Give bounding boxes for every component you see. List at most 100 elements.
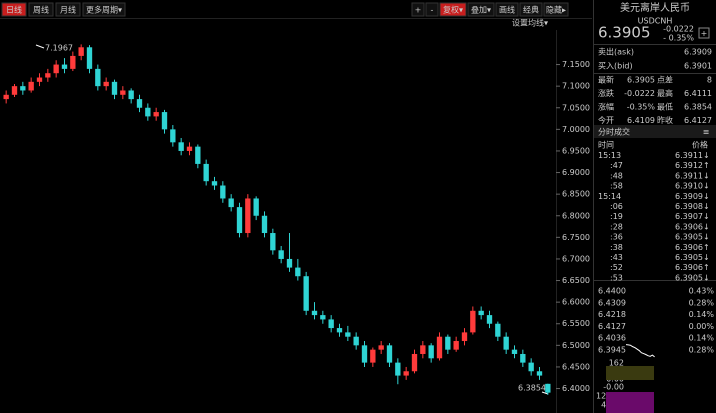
tool-label[interactable]: 隐藏▸ bbox=[546, 5, 566, 15]
trade-dir: ↑ bbox=[703, 243, 710, 252]
candle-body bbox=[420, 345, 426, 354]
tool[interactable] bbox=[543, 2, 569, 17]
max-pointer bbox=[35, 44, 45, 49]
tool[interactable] bbox=[425, 2, 439, 17]
ma-setting[interactable]: 设置均线▾ bbox=[512, 18, 548, 28]
mini-left: 6.3945 bbox=[598, 346, 626, 355]
candle-body bbox=[353, 336, 359, 346]
row-value: 6.4109 bbox=[627, 116, 655, 125]
candle-body bbox=[195, 146, 201, 164]
row-label: 最新 bbox=[598, 75, 614, 85]
candle-body bbox=[11, 86, 18, 95]
trade-dir: ↓ bbox=[703, 253, 710, 262]
mini-right: 0.00% bbox=[689, 322, 715, 331]
ask-label: 卖出(ask) bbox=[598, 47, 634, 57]
trade-time: :47 bbox=[610, 161, 623, 170]
add-button[interactable] bbox=[698, 27, 710, 39]
candle-body bbox=[228, 198, 234, 208]
candle-body bbox=[403, 371, 409, 376]
tool-label[interactable]: + bbox=[415, 6, 422, 15]
mini-left: 6.4127 bbox=[598, 322, 626, 331]
candle-body bbox=[78, 47, 84, 56]
row-value: 6.3905 bbox=[627, 76, 655, 85]
tab[interactable] bbox=[28, 2, 54, 17]
add-icon[interactable]: + bbox=[701, 29, 708, 38]
candle-body bbox=[120, 90, 126, 95]
row-value: -0.35% bbox=[627, 103, 656, 112]
candle-body bbox=[153, 112, 159, 117]
candle-body bbox=[136, 99, 143, 108]
tool[interactable] bbox=[467, 2, 495, 17]
trade-price: 6.3907 bbox=[675, 212, 703, 221]
trade-dir: ↓ bbox=[703, 151, 710, 160]
candle-body bbox=[470, 310, 476, 333]
row-value: -0.0222 bbox=[624, 89, 655, 98]
candle-body bbox=[178, 142, 184, 151]
trade-time: :06 bbox=[610, 202, 623, 211]
tool-label[interactable]: 经典 bbox=[523, 5, 539, 15]
trade-time: 15:14 bbox=[598, 192, 621, 201]
tool-label[interactable]: 画线 bbox=[499, 5, 515, 15]
min-label: 6.3854 bbox=[518, 384, 546, 393]
tab[interactable] bbox=[55, 2, 81, 17]
tool-label[interactable]: 叠加▾ bbox=[471, 5, 491, 15]
candle-body bbox=[328, 319, 334, 329]
candle-body bbox=[286, 258, 293, 268]
candle-body bbox=[503, 336, 509, 350]
candle-body bbox=[70, 55, 76, 69]
candle-body bbox=[545, 383, 551, 393]
tab[interactable] bbox=[82, 2, 126, 17]
tab-label[interactable]: 日线 bbox=[6, 5, 22, 15]
trade-time: 15:13 bbox=[598, 151, 621, 160]
volume-block bbox=[606, 366, 654, 380]
tab[interactable] bbox=[1, 2, 27, 17]
col-price: 价格 bbox=[692, 140, 708, 150]
trade-price: 6.3912 bbox=[675, 161, 703, 170]
tool[interactable] bbox=[439, 2, 467, 17]
candle-body bbox=[103, 81, 109, 87]
trade-dir: ↓ bbox=[703, 182, 710, 191]
candle-body bbox=[303, 276, 309, 311]
candle-body bbox=[520, 353, 526, 363]
trade-time: :43 bbox=[610, 253, 623, 262]
candle-body bbox=[511, 349, 518, 354]
candle-body bbox=[478, 310, 484, 316]
trade-price: 6.3905 bbox=[675, 253, 703, 262]
trade-dir: ↓ bbox=[703, 222, 710, 231]
tab-label[interactable]: 月线 bbox=[60, 5, 76, 15]
candle-body bbox=[95, 68, 101, 87]
trade-price: 6.3906 bbox=[675, 243, 703, 252]
trades-menu[interactable]: ≡ bbox=[703, 128, 710, 137]
candle-body bbox=[203, 163, 209, 182]
candle-body bbox=[220, 185, 226, 199]
row-value: 8 bbox=[707, 76, 712, 85]
tool[interactable] bbox=[495, 2, 519, 17]
tool[interactable] bbox=[519, 2, 543, 17]
tool-label[interactable]: - bbox=[431, 6, 434, 15]
indicator-block bbox=[606, 392, 654, 413]
y-tick-label: 6.4000 bbox=[562, 384, 590, 393]
trade-price: 6.3906 bbox=[675, 222, 703, 231]
tab-label[interactable]: 周线 bbox=[33, 5, 49, 15]
y-tick-label: 6.5500 bbox=[562, 319, 590, 328]
candle-body bbox=[20, 86, 26, 91]
trade-price: 6.3905 bbox=[675, 273, 703, 282]
row-label: 涨跌 bbox=[598, 88, 614, 98]
trade-time: :28 bbox=[610, 222, 623, 231]
row-label: 涨幅 bbox=[598, 102, 614, 112]
candle-body bbox=[111, 81, 118, 95]
candle-body bbox=[161, 112, 168, 130]
y-tick-label: 6.5000 bbox=[562, 341, 590, 350]
tab-label[interactable]: 更多周期▾ bbox=[86, 5, 122, 15]
trade-dir: ↓ bbox=[703, 212, 710, 221]
trade-dir: ↓ bbox=[703, 273, 710, 282]
tool-label[interactable]: 复权▾ bbox=[443, 5, 463, 15]
candle-body bbox=[445, 336, 451, 350]
tool[interactable] bbox=[411, 2, 425, 17]
candle-body bbox=[270, 233, 276, 251]
candle-body bbox=[495, 323, 501, 337]
trade-price: 6.3911 bbox=[675, 171, 703, 180]
trade-dir: ↓ bbox=[703, 233, 710, 242]
row-value: 6.4127 bbox=[684, 116, 712, 125]
candle-body bbox=[311, 310, 318, 316]
